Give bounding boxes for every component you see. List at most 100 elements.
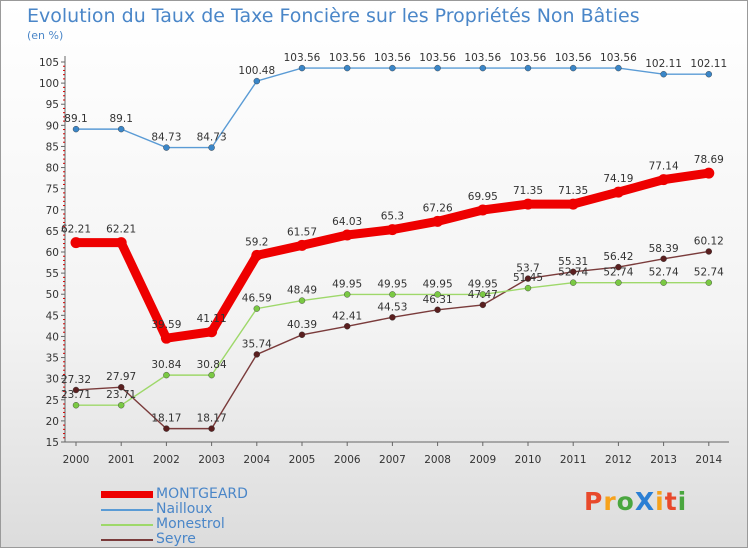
legend-swatch-monestrol xyxy=(101,524,153,526)
data-label-montgeard: 69.95 xyxy=(468,191,498,203)
point-seyre xyxy=(615,263,622,271)
data-label-monestrol: 52.74 xyxy=(558,267,588,279)
x-tick-label: 2011 xyxy=(560,454,587,466)
y-tick-label: 85 xyxy=(46,141,59,153)
legend-swatch-nailloux xyxy=(101,509,153,511)
data-label-monestrol: 23.71 xyxy=(106,389,136,401)
x-tick-label: 2007 xyxy=(379,454,406,466)
data-label-monestrol: 49.95 xyxy=(423,278,453,290)
point-montgeard xyxy=(70,237,82,249)
data-label-montgeard: 78.69 xyxy=(694,154,724,166)
x-tick-label: 2004 xyxy=(243,454,270,466)
point-nailloux xyxy=(389,64,396,72)
point-nailloux xyxy=(570,64,577,72)
point-nailloux xyxy=(705,71,712,78)
point-monestrol xyxy=(705,279,712,286)
x-tick-label: 2005 xyxy=(289,454,316,466)
legend-label-nailloux: Nailloux xyxy=(156,501,213,517)
data-label-nailloux: 84.73 xyxy=(151,132,181,144)
data-label-monestrol: 52.74 xyxy=(649,267,679,279)
chart-title: Evolution du Taux de Taxe Foncière sur l… xyxy=(27,5,640,27)
point-monestrol xyxy=(389,291,396,298)
legend-item-seyre: Seyre xyxy=(101,531,321,547)
proxiti-logo: ProXiti xyxy=(584,487,687,516)
point-montgeard xyxy=(296,239,308,251)
point-seyre xyxy=(72,386,80,394)
y-axis-unit: (en %) xyxy=(27,29,64,42)
data-label-monestrol: 48.49 xyxy=(287,285,317,297)
data-label-montgeard: 61.57 xyxy=(287,226,317,238)
data-label-seyre: 27.32 xyxy=(61,374,91,386)
data-label-nailloux: 103.56 xyxy=(329,52,366,64)
data-label-seyre: 27.97 xyxy=(106,371,136,383)
point-monestrol xyxy=(208,371,215,379)
logo-letter: t xyxy=(664,487,678,516)
data-label-nailloux: 100.48 xyxy=(238,65,275,77)
y-tick-label: 65 xyxy=(46,226,59,238)
x-tick-label: 2012 xyxy=(605,454,632,466)
y-tick-label: 50 xyxy=(46,289,59,301)
point-montgeard xyxy=(251,249,263,261)
x-tick-label: 2010 xyxy=(515,454,542,466)
data-label-seyre: 40.39 xyxy=(287,319,317,331)
point-nailloux xyxy=(117,125,125,133)
logo-letter: i xyxy=(677,487,688,516)
point-seyre xyxy=(298,331,306,338)
data-label-monestrol: 52.74 xyxy=(603,267,633,279)
data-label-nailloux: 103.56 xyxy=(600,52,637,64)
x-tick-label: 2001 xyxy=(108,454,135,466)
point-monestrol xyxy=(344,291,351,298)
data-label-nailloux: 103.56 xyxy=(464,52,501,64)
point-monestrol xyxy=(253,305,261,312)
point-montgeard xyxy=(567,198,579,210)
y-tick-label: 55 xyxy=(46,268,59,280)
data-label-montgeard: 65.3 xyxy=(381,211,404,223)
point-montgeard xyxy=(522,198,534,210)
point-seyre xyxy=(389,314,396,321)
point-nailloux xyxy=(524,64,532,72)
point-seyre xyxy=(479,301,486,309)
x-tick-label: 2013 xyxy=(650,454,677,466)
legend-swatch-seyre xyxy=(101,539,153,541)
legend-label-seyre: Seyre xyxy=(156,531,196,547)
x-tick-label: 2006 xyxy=(334,454,361,466)
data-label-seyre: 56.42 xyxy=(603,251,633,263)
legend-item-monestrol: Monestrol xyxy=(101,516,321,532)
point-monestrol xyxy=(570,279,577,286)
point-monestrol xyxy=(479,291,486,298)
x-tick-label: 2003 xyxy=(198,454,225,466)
point-seyre xyxy=(208,425,215,432)
point-nailloux xyxy=(253,77,261,85)
point-nailloux xyxy=(163,144,170,151)
point-montgeard xyxy=(115,237,127,249)
data-label-montgeard: 59.2 xyxy=(245,236,268,248)
point-seyre xyxy=(344,323,351,330)
point-seyre xyxy=(660,255,667,262)
data-label-monestrol: 30.84 xyxy=(197,359,227,371)
point-nailloux xyxy=(615,64,622,72)
point-montgeard xyxy=(477,204,489,216)
y-tick-label: 80 xyxy=(46,163,59,175)
y-tick-label: 30 xyxy=(46,374,59,386)
data-label-seyre: 18.17 xyxy=(151,413,181,425)
point-montgeard xyxy=(386,224,398,236)
data-label-nailloux: 103.56 xyxy=(419,52,456,64)
point-monestrol xyxy=(434,291,441,298)
data-label-monestrol: 52.74 xyxy=(694,267,724,279)
point-monestrol xyxy=(117,402,125,409)
y-tick-label: 25 xyxy=(46,395,59,407)
data-label-montgeard: 67.26 xyxy=(423,202,453,214)
data-label-nailloux: 89.1 xyxy=(110,113,133,125)
legend-item-montgeard: MONTGEARD xyxy=(101,486,321,502)
point-monestrol xyxy=(72,402,80,409)
point-nailloux xyxy=(208,144,215,151)
point-monestrol xyxy=(660,279,667,286)
data-label-monestrol: 49.95 xyxy=(468,278,498,290)
logo-letter: i xyxy=(655,487,665,516)
point-seyre xyxy=(163,425,170,432)
point-nailloux xyxy=(660,71,667,78)
data-label-nailloux: 103.56 xyxy=(284,52,321,64)
data-label-monestrol: 49.95 xyxy=(377,278,407,290)
point-montgeard xyxy=(612,186,624,198)
